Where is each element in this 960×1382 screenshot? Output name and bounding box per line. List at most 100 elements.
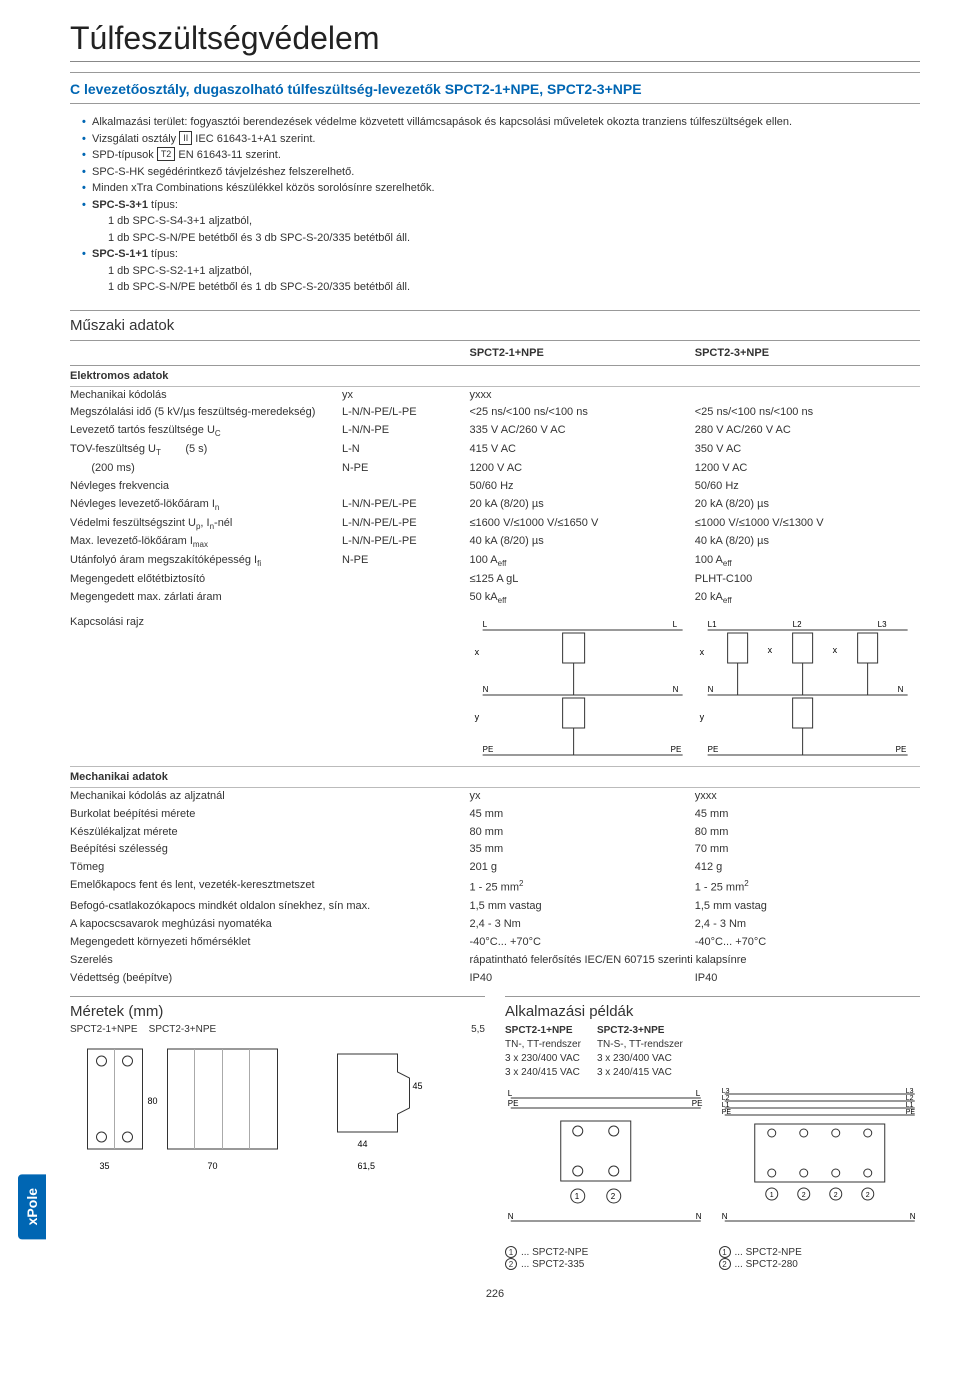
svg-text:PE: PE (692, 1099, 703, 1108)
svg-text:L3: L3 (905, 1088, 913, 1095)
spec-row: Befogó-csatlakozókapocs mindkét oldalon … (70, 898, 920, 916)
svg-text:y: y (474, 712, 479, 722)
svg-text:70: 70 (208, 1161, 218, 1171)
svg-text:45: 45 (413, 1081, 423, 1091)
feature-item: Alkalmazási terület: fogyasztói berendez… (82, 114, 920, 131)
techdata-title: Műszaki adatok (70, 310, 920, 341)
svg-text:44: 44 (358, 1139, 368, 1149)
spec-row: TOV-feszültség UT (5 s)L-N415 V AC350 V … (70, 441, 920, 460)
spec-row: (200 ms)N-PE1200 V AC1200 V AC (70, 460, 920, 478)
column-headers: SPCT2-1+NPE SPCT2-3+NPE (70, 341, 920, 366)
svg-text:35: 35 (100, 1161, 110, 1171)
spec-row: Mechanikai kódolásyxyxxx (70, 387, 920, 405)
svg-text:L: L (482, 620, 487, 629)
feature-item: 1 db SPC-S-N/PE betétből és 1 db SPC-S-2… (82, 279, 920, 296)
spec-row: Mechanikai kódolás az aljzatnályxyxxx (70, 788, 920, 806)
mechanical-heading: Mechanikai adatok (70, 766, 920, 788)
svg-text:1: 1 (769, 1192, 773, 1199)
spec-row: Védettség (beépítve)IP40IP40 (70, 970, 920, 988)
circuit-diagram-3npe: L1L2L3 x xx NN y PEPE (695, 615, 920, 765)
svg-text:y: y (699, 712, 704, 722)
app-example-left: SPCT2-1+NPE TN-, TT-rendszer 3 x 230/400… (505, 1024, 581, 1080)
feature-list: Alkalmazási terület: fogyasztói berendez… (82, 114, 920, 296)
spec-row: Névleges levezető-lökőáram InL-N/N-PE/L-… (70, 496, 920, 515)
svg-text:2: 2 (833, 1192, 837, 1199)
app-wiring-left: LL PEPE 1 2 NN (505, 1086, 707, 1246)
dimensions-title: Méretek (mm) (70, 996, 485, 1024)
circuit-diagram-label: Kapcsolási rajz (70, 615, 342, 631)
feature-item: SPC-S-3+1 típus: (82, 197, 920, 214)
feature-item: 1 db SPC-S-S2-1+1 aljzatból, (82, 263, 920, 280)
svg-text:L1: L1 (721, 1102, 729, 1109)
svg-text:80: 80 (148, 1096, 158, 1106)
page-title: Túlfeszültségvédelem (70, 20, 920, 62)
spec-row: Tömeg201 g412 g (70, 859, 920, 877)
spec-row: Burkolat beépítési mérete45 mm45 mm (70, 806, 920, 824)
spec-row: Szerelésrápatintható felerősítés IEC/EN … (70, 952, 920, 970)
sidebar-brand-tab: xPole (18, 1174, 46, 1239)
spec-row: Megszólalási idő (5 kV/µs feszültség-mer… (70, 404, 920, 422)
svg-text:2: 2 (801, 1192, 805, 1199)
svg-text:N: N (721, 1212, 727, 1221)
spec-row: Utánfolyó áram megszakítóképesség IfiN-P… (70, 552, 920, 571)
svg-text:L: L (508, 1089, 513, 1098)
svg-text:N: N (672, 685, 678, 694)
app-wiring-right: L3L3 L2L2 L1L1 PEPE 1 2 2 2 NN (719, 1086, 921, 1246)
page-number: 226 (70, 1288, 920, 1300)
svg-text:N: N (482, 685, 488, 694)
svg-text:L3: L3 (877, 620, 886, 629)
feature-item: 1 db SPC-S-N/PE betétből és 3 db SPC-S-2… (82, 230, 920, 247)
svg-text:PE: PE (721, 1109, 731, 1116)
app-example-right: SPCT2-3+NPE TN-S-, TT-rendszer 3 x 230/4… (597, 1024, 683, 1080)
spec-row: Max. levezető-lökőáram ImaxL-N/N-PE/L-PE… (70, 533, 920, 552)
spec-row: A kapocscsavarok meghúzási nyomatéka2,4 … (70, 916, 920, 934)
svg-text:1: 1 (575, 1192, 580, 1201)
svg-text:x: x (832, 645, 837, 655)
svg-text:61,5: 61,5 (358, 1161, 376, 1171)
dims-left-label: SPCT2-1+NPE (70, 1024, 138, 1035)
app-legend-right: 1... SPCT2-NPE 2... SPCT2-280 (719, 1246, 921, 1270)
svg-text:x: x (699, 647, 704, 657)
feature-item: 1 db SPC-S-S4-3+1 aljzatból, (82, 213, 920, 230)
dims-right-label: SPCT2-3+NPE (149, 1024, 217, 1035)
svg-text:PE: PE (508, 1099, 519, 1108)
spec-row: Névleges frekvencia50/60 Hz50/60 Hz (70, 478, 920, 496)
spec-row: Megengedett környezeti hőmérséklet-40°C.… (70, 934, 920, 952)
svg-text:N: N (508, 1212, 514, 1221)
svg-text:N: N (897, 685, 903, 694)
circuit-diagram-1npe: LL x NN y PEPE (470, 615, 695, 765)
spec-row: Megengedett előtétbiztosító≤125 A gLPLHT… (70, 571, 920, 589)
spec-row: Emelőkapocs fent és lent, vezeték-keresz… (70, 877, 920, 898)
spec-row: Beépítési szélesség35 mm70 mm (70, 841, 920, 859)
svg-text:N: N (707, 685, 713, 694)
feature-item: Minden xTra Combinations készülékkel köz… (82, 180, 920, 197)
mechanical-specs: Mechanikai kódolás az aljzatnályxyxxxBur… (70, 788, 920, 988)
dimensions-drawing: 35 70 80 45 44 61,5 (70, 1039, 485, 1189)
electrical-specs: Mechanikai kódolásyxyxxxMegszólalási idő… (70, 387, 920, 608)
feature-item: SPC-S-1+1 típus: (82, 246, 920, 263)
feature-item: SPC-S-HK segédérintkező távjelzéshez fel… (82, 164, 920, 181)
feature-item: SPD-típusok T2 EN 61643-11 szerint. (82, 147, 920, 164)
svg-text:L2: L2 (721, 1095, 729, 1102)
svg-text:L3: L3 (721, 1088, 729, 1095)
svg-text:2: 2 (611, 1192, 616, 1201)
product-heading: C levezetőosztály, dugaszolható túlfeszü… (70, 72, 920, 104)
svg-text:PE: PE (905, 1109, 915, 1116)
spec-row: Levezető tartós feszültsége UCL-N/N-PE33… (70, 422, 920, 441)
feature-item: Vizsgálati osztály II IEC 61643-1+A1 sze… (82, 131, 920, 148)
svg-text:N: N (909, 1212, 915, 1221)
svg-text:x: x (767, 645, 772, 655)
svg-text:x: x (474, 647, 479, 657)
svg-text:PE: PE (482, 745, 493, 754)
svg-text:L1: L1 (905, 1102, 913, 1109)
spec-row: Védelmi feszültségszint Up, In-nélL-N/N-… (70, 515, 920, 534)
electrical-heading: Elektromos adatok (70, 366, 920, 387)
col-spct2-1npe: SPCT2-1+NPE (470, 347, 695, 359)
svg-text:L2: L2 (792, 620, 801, 629)
svg-text:N: N (696, 1212, 702, 1221)
svg-text:PE: PE (895, 745, 906, 754)
spec-row: Készülékaljzat mérete80 mm80 mm (70, 824, 920, 842)
col-spct2-3npe: SPCT2-3+NPE (695, 347, 920, 359)
svg-text:PE: PE (707, 745, 718, 754)
svg-text:L2: L2 (905, 1095, 913, 1102)
